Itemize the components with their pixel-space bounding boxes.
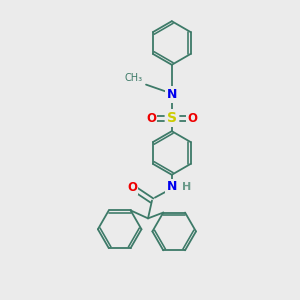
Text: H: H (182, 182, 191, 192)
Text: O: O (188, 112, 198, 125)
Text: CH₃: CH₃ (125, 73, 143, 82)
Text: S: S (167, 111, 177, 125)
Text: N: N (167, 88, 177, 101)
Text: O: O (127, 181, 137, 194)
Text: O: O (146, 112, 156, 125)
Text: N: N (167, 180, 177, 193)
